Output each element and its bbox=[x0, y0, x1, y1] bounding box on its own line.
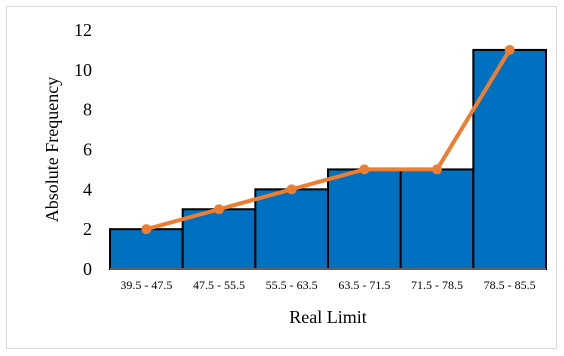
y-tick-label: 8 bbox=[83, 100, 92, 120]
y-tick-label: 0 bbox=[83, 259, 92, 279]
y-tick-label: 10 bbox=[74, 60, 92, 80]
y-tick-label: 12 bbox=[74, 20, 92, 40]
x-tick-label: 55.5 - 63.5 bbox=[266, 278, 318, 292]
frequency-point bbox=[286, 184, 297, 195]
bar bbox=[399, 168, 475, 271]
frequency-point bbox=[214, 204, 224, 215]
x-tick-label: 63.5 - 71.5 bbox=[338, 278, 390, 292]
x-tick-label: 78.5 - 85.5 bbox=[484, 278, 536, 292]
bar bbox=[109, 228, 184, 271]
bar bbox=[327, 168, 402, 271]
frequency-polygon bbox=[141, 44, 515, 235]
frequency-line bbox=[144, 47, 512, 232]
frequency-point bbox=[504, 44, 515, 55]
frequency-point bbox=[141, 224, 152, 235]
bar bbox=[254, 188, 329, 270]
y-tick-label: 6 bbox=[83, 140, 92, 160]
y-axis-title: Absolute Frequency bbox=[42, 77, 62, 222]
frequency-point bbox=[432, 164, 442, 175]
x-tick-label: 47.5 - 55.5 bbox=[193, 278, 245, 292]
x-tick-label: 39.5 - 47.5 bbox=[120, 278, 172, 292]
x-axis-ticks: 39.5 - 47.5 47.5 - 55.5 55.5 - 63.5 63.5 - … bbox=[120, 278, 535, 292]
bar bbox=[472, 48, 548, 270]
x-tick-label: 71.5 - 78.5 bbox=[411, 278, 463, 292]
y-axis-ticks: 0 2 4 6 8 10 12 bbox=[74, 20, 92, 279]
bars-group bbox=[109, 48, 548, 271]
frequency-point bbox=[359, 164, 370, 175]
bar bbox=[181, 208, 257, 270]
x-axis-title: Real Limit bbox=[289, 307, 366, 327]
y-tick-label: 2 bbox=[83, 219, 92, 239]
y-tick-label: 4 bbox=[83, 179, 92, 199]
